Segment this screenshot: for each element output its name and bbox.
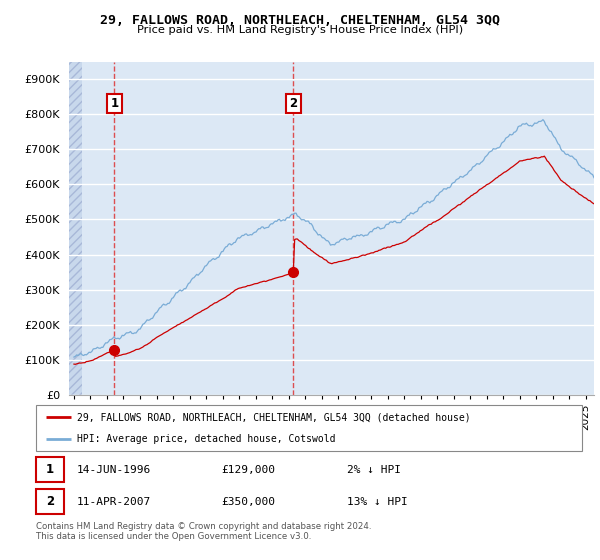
Text: £350,000: £350,000 xyxy=(221,497,275,507)
Text: 11-APR-2007: 11-APR-2007 xyxy=(77,497,151,507)
Bar xyxy=(36,457,64,482)
Text: 14-JUN-1996: 14-JUN-1996 xyxy=(77,465,151,475)
Text: HPI: Average price, detached house, Cotswold: HPI: Average price, detached house, Cots… xyxy=(77,435,335,444)
Text: 1: 1 xyxy=(110,97,118,110)
Text: 29, FALLOWS ROAD, NORTHLEACH, CHELTENHAM, GL54 3QQ: 29, FALLOWS ROAD, NORTHLEACH, CHELTENHAM… xyxy=(100,14,500,27)
Text: 2: 2 xyxy=(289,97,297,110)
Text: 2% ↓ HPI: 2% ↓ HPI xyxy=(347,465,401,475)
Text: 1: 1 xyxy=(46,463,54,476)
Bar xyxy=(36,489,64,514)
Text: Contains HM Land Registry data © Crown copyright and database right 2024.
This d: Contains HM Land Registry data © Crown c… xyxy=(36,522,371,542)
Text: Price paid vs. HM Land Registry's House Price Index (HPI): Price paid vs. HM Land Registry's House … xyxy=(137,25,463,35)
Text: 2: 2 xyxy=(46,495,54,508)
Text: 29, FALLOWS ROAD, NORTHLEACH, CHELTENHAM, GL54 3QQ (detached house): 29, FALLOWS ROAD, NORTHLEACH, CHELTENHAM… xyxy=(77,412,470,422)
Text: 13% ↓ HPI: 13% ↓ HPI xyxy=(347,497,408,507)
Text: £129,000: £129,000 xyxy=(221,465,275,475)
Bar xyxy=(69,62,82,395)
